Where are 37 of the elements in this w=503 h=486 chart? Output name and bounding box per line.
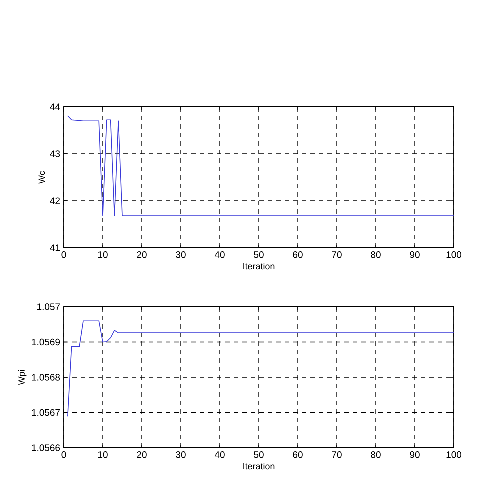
line-series [68, 116, 454, 216]
x-tick-label: 50 [254, 452, 264, 458]
x-tick-label: 90 [410, 452, 420, 458]
x-tick-label: 10 [98, 252, 108, 258]
x-tick-label: 20 [137, 252, 147, 258]
line-series [68, 320, 454, 418]
x-tick-label: 0 [62, 452, 66, 458]
y-tick-label: 41 [50, 244, 60, 252]
x-tick-label: 80 [371, 452, 381, 458]
y-tick-label: 1.0569 [32, 338, 60, 346]
x-tick-label: 40 [214, 252, 225, 258]
x-tick-label: 40 [214, 452, 225, 458]
y-tick-label: 42 [50, 198, 60, 204]
x-tick-label: 70 [332, 452, 342, 458]
x-tick-label: 20 [137, 452, 147, 458]
x-tick-label: 30 [176, 252, 186, 258]
y-tick-label: 1.0568 [32, 374, 60, 381]
y-tick-label: 1.0566 [32, 444, 60, 452]
y-tick-label: 1.0567 [32, 409, 60, 416]
x-tick-label: 90 [410, 252, 420, 258]
x-tick-label: 60 [293, 252, 303, 258]
x-tick-label: 70 [332, 252, 342, 258]
y-tick-label: 1.057 [38, 304, 60, 310]
x-tick-label: 30 [176, 452, 186, 458]
x-tick-label: 100 [446, 252, 462, 258]
x-axis-title: Iteration [244, 463, 275, 470]
y-axis-title: Wpi [18, 370, 27, 386]
x-tick-label: 80 [371, 252, 381, 258]
y-tick-label: 44 [50, 104, 60, 110]
x-tick-label: 0 [62, 252, 66, 258]
y-tick-label: 43 [50, 150, 60, 158]
x-axis-title: Iteration [244, 263, 275, 270]
x-tick-label: 100 [446, 452, 462, 458]
y-axis-title: Wc [38, 171, 46, 184]
x-tick-label: 60 [293, 452, 303, 458]
x-tick-label: 50 [254, 252, 264, 258]
x-tick-label: 10 [98, 452, 108, 458]
